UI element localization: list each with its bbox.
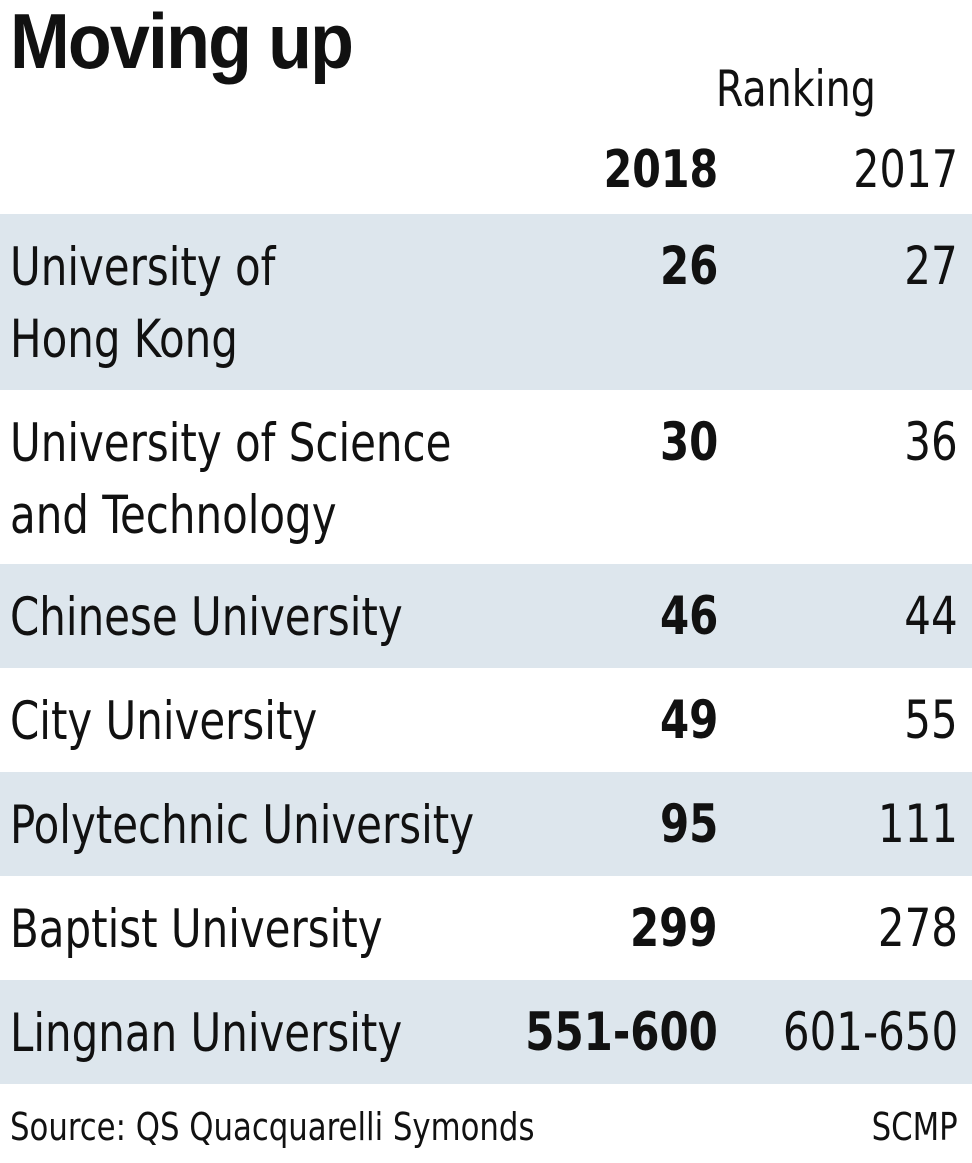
university-name-line: Chinese University [10,587,403,648]
university-name: City University [10,686,317,758]
column-header-2017: 2017 [853,140,958,200]
rank-2018: 49 [659,690,718,751]
table-row: Lingnan University 551-600 601-650 [0,980,972,1084]
ranking-table: University of Hong Kong 26 27 University of … [0,214,972,1084]
table-row: City University 49 55 [0,668,972,772]
rank-2018: 95 [659,794,718,855]
table-row: Polytechnic University 95 111 [0,772,972,876]
rank-2017: 36 [904,412,958,473]
university-name: University of Hong Kong [10,232,275,376]
ranking-header: Ranking [715,60,876,118]
table-row: University of Hong Kong 26 27 [0,214,972,390]
university-name-line: University of Science [10,413,452,474]
rank-2017: 44 [904,586,958,647]
table-row: University of Science and Technology 30 36 [0,390,972,564]
university-name: Chinese University [10,582,403,654]
university-name-line: Polytechnic University [10,795,475,856]
table-row: Chinese University 46 44 [0,564,972,668]
rank-2017: 27 [904,236,958,297]
rank-2017: 278 [877,898,958,959]
rank-2017: 601-650 [782,1002,958,1063]
university-name-line: Hong Kong [10,309,238,370]
page-title: Moving up [10,0,354,85]
column-header-2018: 2018 [603,140,718,200]
source-note: Source: QS Quacquarelli Symonds [10,1105,535,1149]
rank-2018: 30 [659,412,718,473]
footer: Source: QS Quacquarelli Symonds SCMP [0,1104,972,1163]
university-name-line: Lingnan University [10,1003,403,1064]
university-name: Polytechnic University [10,790,474,862]
university-name-line: University of [10,237,276,298]
credit: SCMP [871,1105,958,1149]
rank-2017: 111 [877,794,958,855]
rank-2018: 26 [659,236,718,297]
university-name-line: Baptist University [10,899,383,960]
university-name-line: City University [10,691,318,752]
university-name: Baptist University [10,894,383,966]
university-name: Lingnan University [10,998,402,1070]
rank-2018: 299 [630,898,718,959]
university-name: University of Science and Technology [10,408,451,552]
rank-2017: 55 [904,690,958,751]
table-row: Baptist University 299 278 [0,876,972,980]
rank-2018: 551-600 [525,1002,718,1063]
rank-2018: 46 [659,586,718,647]
university-name-line: and Technology [10,485,337,546]
